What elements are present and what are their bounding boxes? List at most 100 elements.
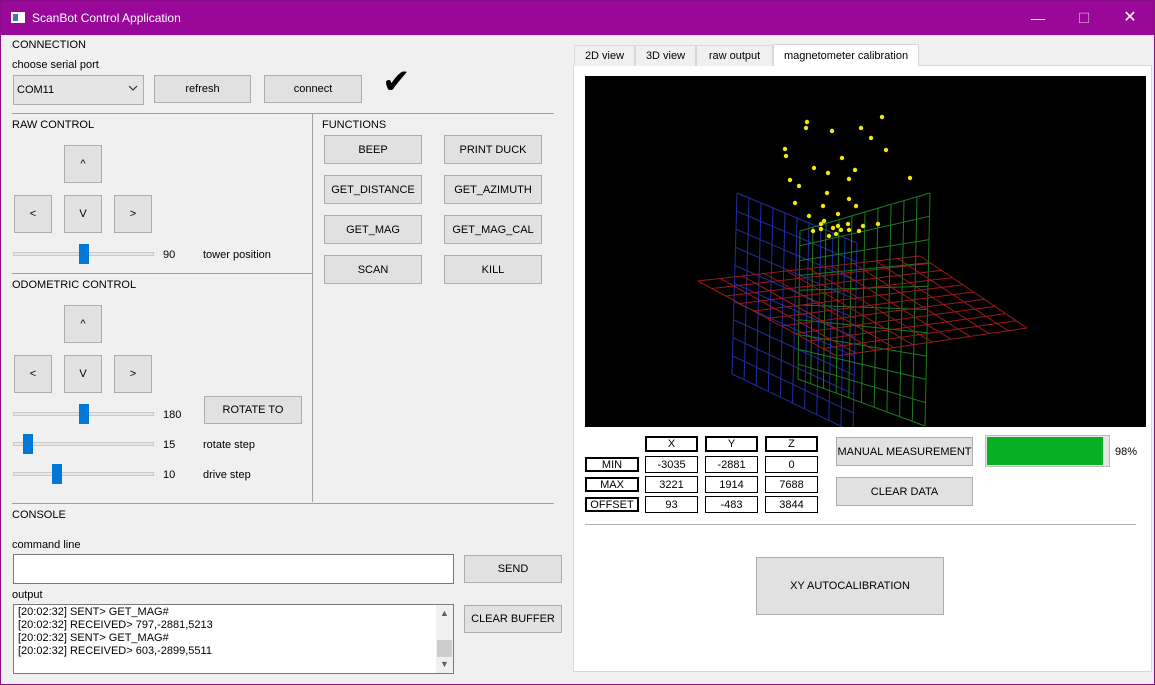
slider-thumb[interactable]: [52, 464, 63, 484]
measurement-point: [829, 128, 835, 134]
clear-buffer-button[interactable]: CLEAR BUFFER: [464, 605, 562, 633]
divider: [312, 114, 313, 502]
tower-position-label: tower position: [203, 249, 271, 261]
connection-section-label: CONNECTION: [12, 39, 86, 51]
max-x-value: 3221: [645, 476, 698, 493]
grid-line-red: [697, 255, 921, 282]
measurement-point: [839, 155, 845, 161]
measurement-point: [856, 228, 862, 234]
measurement-point: [811, 165, 817, 171]
rotate-step-slider[interactable]: [13, 434, 154, 454]
measurement-point: [858, 125, 864, 131]
magnetometer-3d-plot[interactable]: [585, 76, 1146, 433]
rotate-to-button[interactable]: ROTATE TO: [204, 396, 302, 424]
tab-raw-output[interactable]: raw output: [696, 45, 773, 66]
rotate-angle-slider[interactable]: [13, 404, 154, 424]
kill-button[interactable]: KILL: [444, 255, 542, 284]
tab-2d-view[interactable]: 2D view: [574, 45, 635, 66]
title-bar[interactable]: ScanBot Control Application — ☐ ✕: [1, 1, 1154, 35]
column-header-z: Z: [765, 436, 818, 452]
drive-step-value: 10: [163, 469, 176, 481]
measurement-point: [818, 226, 824, 232]
raw-right-button[interactable]: >: [114, 195, 152, 233]
beep-button[interactable]: BEEP: [324, 135, 422, 164]
output-label: output: [12, 589, 43, 601]
serial-port-value: COM11: [17, 84, 55, 96]
grid-line-blue: [736, 210, 857, 263]
log-line: [20:02:32] RECEIVED> 603,-2899,5511: [18, 645, 212, 657]
odo-down-button[interactable]: V: [64, 355, 102, 393]
functions-section-label: FUNCTIONS: [322, 119, 387, 131]
measurement-point: [825, 170, 831, 176]
scroll-down-icon[interactable]: ▼: [440, 659, 449, 669]
column-header-y: Y: [705, 436, 758, 452]
max-z-value: 7688: [765, 476, 818, 493]
scan-button[interactable]: SCAN: [324, 255, 422, 284]
odo-right-button[interactable]: >: [114, 355, 152, 393]
minimize-button[interactable]: —: [1031, 10, 1045, 26]
tower-position-value: 90: [163, 249, 176, 261]
tab-3d-view[interactable]: 3D view: [635, 45, 696, 66]
slider-thumb[interactable]: [23, 434, 34, 454]
clear-data-button[interactable]: CLEAR DATA: [836, 477, 973, 506]
measurement-point: [853, 203, 859, 209]
measurement-point: [845, 221, 851, 227]
measurement-point: [860, 223, 866, 229]
scrollbar-thumb[interactable]: [437, 640, 452, 657]
chevron-down-icon: [128, 85, 138, 91]
scroll-up-icon[interactable]: ▲: [440, 608, 449, 618]
send-button[interactable]: SEND: [464, 555, 562, 583]
command-line-label: command line: [12, 539, 81, 551]
row-label-min: MIN: [585, 457, 639, 472]
command-line-input[interactable]: [13, 554, 454, 584]
tab-magnetometer-calibration[interactable]: magnetometer calibration: [773, 44, 919, 66]
raw-down-button[interactable]: V: [64, 195, 102, 233]
print-duck-button[interactable]: PRINT DUCK: [444, 135, 542, 164]
grid-line-blue: [735, 246, 856, 301]
measurement-point: [783, 153, 789, 159]
get-azimuth-button[interactable]: GET_AZIMUTH: [444, 175, 542, 204]
measurement-point: [810, 228, 816, 234]
drive-step-slider[interactable]: [13, 464, 154, 484]
grid-line-green: [799, 215, 930, 247]
raw-left-button[interactable]: <: [14, 195, 52, 233]
manual-measurement-button[interactable]: MANUAL MEASUREMENT: [836, 437, 973, 466]
grid-line-green: [799, 239, 930, 262]
measurement-point: [826, 233, 832, 239]
grid-line-blue: [732, 337, 855, 395]
output-scrollbar[interactable]: ▲ ▼: [436, 605, 453, 673]
measurement-point: [846, 227, 852, 233]
min-x-value: -3035: [645, 456, 698, 473]
measurement-point: [796, 183, 802, 189]
grid-line-green: [798, 348, 927, 380]
offset-x-value: 93: [645, 496, 698, 513]
progress-text: 98%: [1115, 446, 1138, 458]
grid-line-red: [767, 291, 974, 319]
measurement-point: [868, 135, 874, 141]
progress-fill: [987, 437, 1103, 465]
raw-up-button[interactable]: ^: [64, 145, 102, 183]
odo-up-button[interactable]: ^: [64, 305, 102, 343]
rotate-step-label: rotate step: [203, 439, 255, 451]
refresh-button[interactable]: refresh: [154, 75, 251, 103]
get-mag-cal-button[interactable]: GET_MAG_CAL: [444, 215, 542, 244]
xy-autocalibration-button[interactable]: XY AUTOCALIBRATION: [756, 557, 944, 615]
grid-line-green: [798, 334, 927, 357]
tower-position-slider[interactable]: [13, 244, 154, 264]
app-icon: [11, 12, 25, 23]
rotate-step-value: 15: [163, 439, 176, 451]
close-button[interactable]: ✕: [1123, 9, 1137, 26]
slider-thumb[interactable]: [78, 244, 89, 264]
get-mag-button[interactable]: GET_MAG: [324, 215, 422, 244]
get-distance-button[interactable]: GET_DISTANCE: [324, 175, 422, 204]
measurement-point: [907, 175, 913, 181]
grid-line-blue: [731, 373, 854, 433]
maximize-button[interactable]: ☐: [1077, 10, 1091, 26]
slider-thumb[interactable]: [78, 404, 89, 424]
column-header-x: X: [645, 436, 698, 452]
serial-port-select[interactable]: COM11: [13, 75, 144, 105]
odo-left-button[interactable]: <: [14, 355, 52, 393]
output-log[interactable]: [20:02:32] SENT> GET_MAG# [20:02:32] REC…: [13, 604, 454, 674]
connect-button[interactable]: connect: [264, 75, 362, 103]
